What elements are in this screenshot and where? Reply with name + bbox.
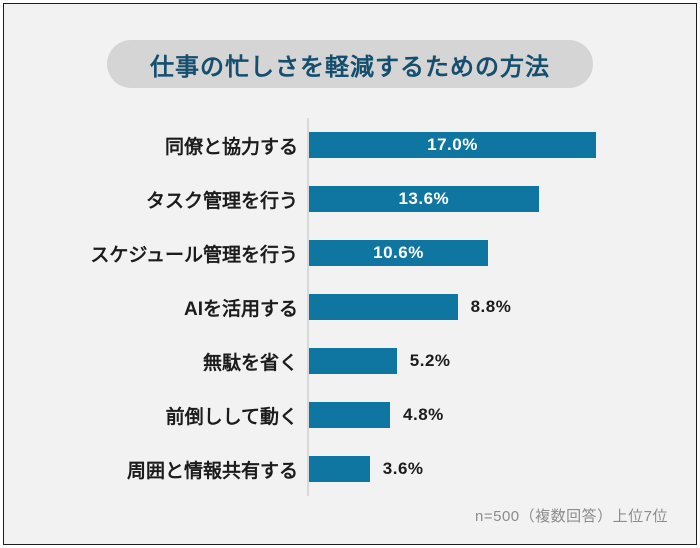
bar — [309, 402, 391, 428]
category-label: AIを活用する — [183, 298, 298, 320]
chart-frame: 仕事の忙しさを軽減するための方法 同僚と協力する 17.0% タスク管理を行う 13.… — [3, 3, 697, 545]
bar-row: 前倒しして動く 4.8% — [4, 388, 696, 442]
bar-track: 5.2% — [307, 334, 696, 388]
bar-row: スケジュール管理を行う 10.6% — [4, 226, 696, 280]
value-label: 10.6% — [373, 243, 424, 262]
bar-row: 周囲と情報共有する 3.6% — [4, 442, 696, 496]
bar-track: 13.6% — [307, 172, 696, 226]
category-label: 同僚と協力する — [164, 136, 298, 158]
value-label: 13.6% — [398, 189, 450, 208]
value-label: 17.0% — [427, 135, 478, 154]
bar-row: タスク管理を行う 13.6% — [4, 172, 696, 226]
bar-row: 同僚と協力する 17.0% — [4, 118, 696, 172]
bar: 13.6% — [309, 186, 539, 212]
category-label: 無駄を省く — [202, 352, 298, 374]
bar-track: 4.8% — [307, 388, 696, 442]
bar-track: 3.6% — [307, 442, 696, 496]
sample-size-note: n=500（複数回答）上位7位 — [475, 508, 668, 525]
value-label: 4.8% — [403, 405, 444, 424]
bar — [309, 456, 370, 482]
bar-track: 10.6% — [307, 226, 696, 280]
value-label: 3.6% — [382, 459, 424, 478]
value-label: 8.8% — [470, 297, 512, 316]
bar — [309, 348, 397, 374]
bar-row: 無駄を省く 5.2% — [4, 334, 696, 388]
bar-chart: 同僚と協力する 17.0% タスク管理を行う 13.6% スケジュール管理を行う 10.6… — [4, 118, 696, 496]
bar-track: 17.0% — [307, 118, 696, 172]
category-label: スケジュール管理を行う — [90, 244, 298, 266]
bar-track: 8.8% — [307, 280, 696, 334]
category-label: 周囲と情報共有する — [126, 460, 298, 482]
bar: 10.6% — [309, 240, 488, 266]
bar-row: AIを活用する 8.8% — [4, 280, 696, 334]
value-label: 5.2% — [409, 351, 451, 370]
category-label: 前倒しして動く — [165, 406, 298, 428]
chart-title: 仕事の忙しさを軽減するための方法 — [150, 53, 550, 81]
bar — [309, 294, 458, 320]
chart-title-pill: 仕事の忙しさを軽減するための方法 — [107, 40, 593, 88]
category-label: タスク管理を行う — [145, 190, 298, 212]
bar: 17.0% — [309, 132, 596, 158]
